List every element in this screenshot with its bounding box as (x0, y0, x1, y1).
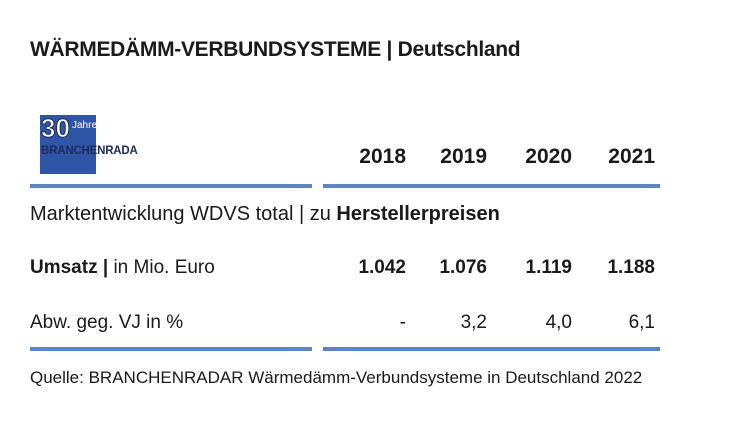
header-rule-left (30, 184, 312, 188)
cell-abweichung-2019: 3,2 (460, 312, 487, 333)
column-header-2018: 2018 (359, 145, 406, 168)
branchenradar-logo: 30 Jahre BRANCHENRADAR (40, 113, 138, 176)
row-label-umsatz-bold: Umsatz | (30, 257, 109, 278)
cell-umsatz-2019: 1.076 (439, 257, 487, 278)
cell-umsatz-2020: 1.119 (525, 257, 573, 278)
cell-abweichung-2018: - (399, 312, 406, 333)
footer-rule-right (323, 347, 660, 351)
row-label-abweichung: Abw. geg. VJ in % (30, 312, 184, 333)
logo-years-word: Jahre (72, 120, 97, 131)
logo-years-number: 30 (41, 113, 70, 143)
source-note: Quelle: BRANCHENRADAR Wärmedämm-Verbunds… (30, 368, 643, 387)
cell-abweichung-2020: 4,0 (545, 312, 572, 333)
section-title: Marktentwicklung WDVS total | zu Herstel… (30, 203, 500, 226)
cell-abweichung-2021: 6,1 (628, 312, 655, 333)
section-title-prefix: Marktentwicklung WDVS total | zu (30, 203, 337, 225)
page-title: WÄRMEDÄMM-VERBUNDSYSTEME | Deutschland (30, 38, 521, 61)
logo-brand: BRANCHENRADAR (41, 145, 138, 157)
cell-umsatz-2018: 1.042 (358, 257, 406, 278)
column-header-2020: 2020 (525, 145, 572, 168)
row-label-umsatz: Umsatz | in Mio. Euro (30, 257, 215, 279)
cell-umsatz-2021: 1.188 (607, 257, 655, 278)
column-header-2021: 2021 (608, 145, 655, 168)
column-header-2019: 2019 (440, 145, 487, 168)
section-title-emphasis: Herstellerpreisen (336, 203, 500, 225)
row-label-umsatz-rest: in Mio. Euro (108, 257, 215, 278)
header-rule-right (323, 184, 660, 188)
footer-rule-left (30, 347, 312, 351)
